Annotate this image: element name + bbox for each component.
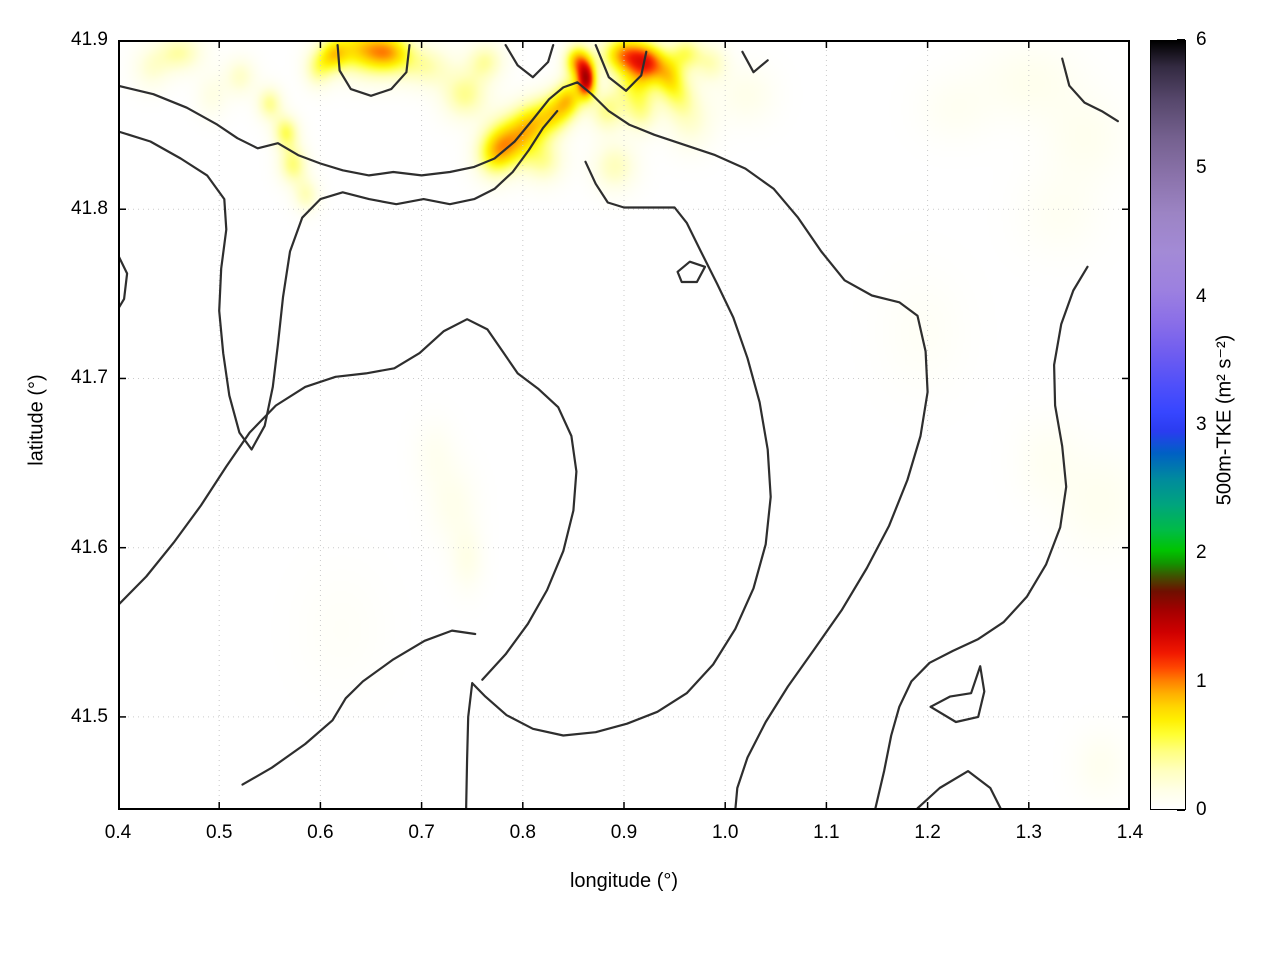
contour-overlay xyxy=(118,40,1130,810)
y-tick-label: 41.7 xyxy=(71,367,108,389)
contour-line xyxy=(465,160,772,810)
contour-line xyxy=(676,260,707,284)
colorbar-tick-label: 6 xyxy=(1196,29,1207,50)
colorbar-gradient xyxy=(1151,41,1185,809)
x-tick-label: 0.7 xyxy=(408,822,435,843)
x-axis-label: longitude (°) xyxy=(569,870,679,892)
contour-line xyxy=(504,44,555,79)
x-tick-label: 1.0 xyxy=(711,822,739,843)
colorbar-tick-label: 3 xyxy=(1196,414,1207,435)
colorbar-tick-label: 0 xyxy=(1196,799,1207,820)
plot-border xyxy=(118,40,1130,810)
plot-area xyxy=(118,40,1130,810)
contour-line xyxy=(118,253,129,311)
contour-line xyxy=(741,50,769,74)
contour-line xyxy=(929,665,986,724)
contour-line xyxy=(118,318,578,681)
x-tick-label: 1.1 xyxy=(813,822,840,843)
x-tick-label: 0.5 xyxy=(205,822,233,843)
x-tick-label: 0.4 xyxy=(104,822,132,843)
y-tick-label: 41.5 xyxy=(71,705,108,727)
y-tick-label: 41.8 xyxy=(71,198,108,220)
contour-line xyxy=(1061,57,1119,123)
colorbar-tick-label: 5 xyxy=(1196,157,1207,179)
contour-line xyxy=(873,265,1089,810)
x-tick-label: 1.3 xyxy=(1015,822,1043,843)
contour-line xyxy=(916,770,1002,810)
colorbar-tick-label: 4 xyxy=(1196,285,1207,307)
x-tick-label: 1.4 xyxy=(1116,822,1144,843)
y-tick-label: 41.9 xyxy=(71,29,108,50)
y-axis-label: latitude (°) xyxy=(25,374,48,466)
contour-line xyxy=(241,629,477,786)
x-tick-label: 0.8 xyxy=(509,822,537,843)
colorbar xyxy=(1150,40,1186,810)
colorbar-tick-label: 2 xyxy=(1196,542,1207,564)
colorbar-tick-label: 1 xyxy=(1196,670,1207,692)
x-tick-label: 0.6 xyxy=(307,822,334,843)
contour-line xyxy=(118,81,929,810)
contour-line xyxy=(336,44,411,97)
y-tick-label: 41.6 xyxy=(71,536,108,558)
contour-line xyxy=(594,44,648,92)
x-tick-label: 1.2 xyxy=(914,822,941,843)
colorbar-label: 500m-TKE (m² s⁻²) xyxy=(1213,334,1236,506)
contour-line xyxy=(118,110,559,451)
x-tick-label: 0.9 xyxy=(610,822,638,843)
